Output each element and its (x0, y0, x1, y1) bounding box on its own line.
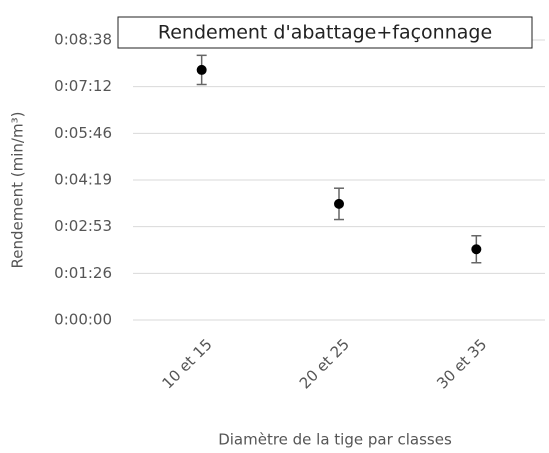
point (471, 244, 482, 255)
y-tick-label: 0:00:00 (54, 311, 112, 329)
y-tick-label: 0:02:53 (54, 217, 112, 235)
y-tick-label: 0:05:46 (54, 124, 112, 142)
title-box (117, 16, 533, 49)
point (196, 64, 207, 75)
y-tick-label: 0:08:38 (54, 31, 112, 49)
point (334, 198, 344, 209)
x-tick-label: 30 et 35 (433, 335, 490, 392)
x-tick-label: 20 et 25 (296, 335, 353, 392)
y-axis-title: Rendement (min/m³) (9, 112, 27, 269)
y-tick-label: 0:04:19 (54, 171, 112, 189)
y-tick-label: 0:01:26 (54, 264, 112, 282)
x-axis-title: Diamètre de la tige par classes (218, 431, 452, 449)
chart-title: Rendement d'abattage+façonnage (158, 22, 492, 44)
y-tick-label: 0:07:12 (54, 77, 112, 95)
x-tick-label: 10 et 15 (159, 335, 216, 392)
